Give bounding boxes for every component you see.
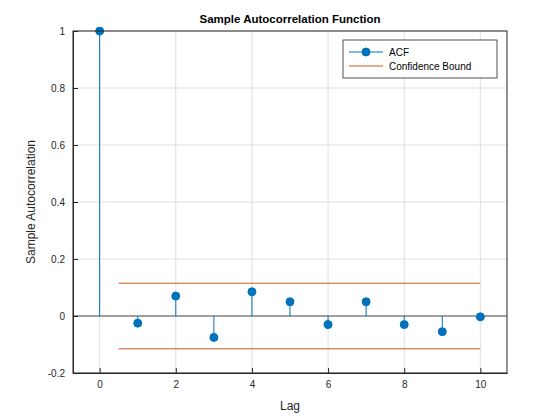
tick-mark bbox=[252, 368, 253, 373]
stem-marker bbox=[400, 321, 408, 329]
x-axis: 0 2 4 6 8 10 bbox=[74, 368, 508, 390]
stem-marker bbox=[362, 298, 370, 306]
plot-frame bbox=[73, 31, 507, 373]
stem-marker bbox=[324, 321, 332, 329]
tick: 0.8 bbox=[51, 83, 78, 94]
legend-marker bbox=[362, 48, 370, 56]
stem-marker bbox=[286, 298, 294, 306]
stem-marker bbox=[172, 292, 180, 300]
y-axis-label: Sample Autocorrelation bbox=[24, 140, 38, 264]
legend-swatch bbox=[349, 66, 383, 67]
confidence-bound-lower bbox=[119, 348, 481, 349]
tick-label: 0.2 bbox=[51, 254, 65, 265]
tick-mark bbox=[73, 259, 78, 260]
tick-mark bbox=[73, 316, 78, 317]
legend: ACF Confidence Bound bbox=[343, 40, 497, 78]
stem-marker bbox=[134, 319, 142, 327]
tick-label: 1 bbox=[59, 26, 65, 37]
tick-label: 8 bbox=[402, 379, 408, 390]
tick-mark bbox=[73, 202, 78, 203]
tick-label: 6 bbox=[326, 379, 332, 390]
tick-mark bbox=[176, 368, 177, 373]
grid bbox=[73, 31, 507, 373]
legend-label: Confidence Bound bbox=[389, 61, 471, 72]
tick-label: 0.6 bbox=[51, 140, 65, 151]
grid-line-y bbox=[73, 259, 507, 260]
tick-mark bbox=[73, 145, 78, 146]
tick: 0.4 bbox=[51, 197, 78, 208]
tick-label: 10 bbox=[475, 379, 487, 390]
legend-label: ACF bbox=[389, 47, 409, 58]
tick-label: 4 bbox=[250, 379, 256, 390]
tick-mark bbox=[480, 368, 481, 373]
stem-marker bbox=[476, 313, 484, 321]
stem bbox=[99, 31, 100, 316]
tick-label: -0.2 bbox=[48, 368, 66, 379]
tick-mark bbox=[328, 368, 329, 373]
x-axis-label: Lag bbox=[280, 399, 300, 413]
stem-marker bbox=[210, 333, 218, 341]
tick-label: 0 bbox=[97, 379, 103, 390]
legend-box bbox=[343, 40, 497, 78]
tick: 0.6 bbox=[51, 140, 78, 151]
tick-mark bbox=[73, 88, 78, 89]
tick-label: 0.4 bbox=[51, 197, 65, 208]
tick: 4 bbox=[250, 368, 256, 390]
tick: 6 bbox=[326, 368, 332, 390]
tick: 0.2 bbox=[51, 254, 78, 265]
plot-background bbox=[73, 31, 507, 373]
tick: 2 bbox=[174, 368, 180, 390]
plot-area: 0 2 4 6 8 10 -0.2 0 0.2 0.4 0.6 0.8 1 bbox=[48, 26, 508, 390]
tick: 8 bbox=[402, 368, 408, 390]
tick-mark bbox=[100, 368, 101, 373]
grid-line-x bbox=[99, 31, 100, 373]
grid-line-y bbox=[73, 145, 507, 146]
grid-line-y bbox=[73, 202, 507, 203]
tick: 0 bbox=[59, 311, 78, 322]
tick: 10 bbox=[475, 368, 487, 390]
title: Sample Autocorrelation Function bbox=[199, 13, 380, 25]
tick-label: 2 bbox=[174, 379, 180, 390]
stem-marker bbox=[438, 328, 446, 336]
stem-marker bbox=[248, 288, 256, 296]
marks bbox=[73, 27, 507, 349]
tick-label: 0.8 bbox=[51, 83, 65, 94]
tick-label: 0 bbox=[59, 311, 65, 322]
tick-mark bbox=[404, 368, 405, 373]
chart: 0 2 4 6 8 10 -0.2 0 0.2 0.4 0.6 0.8 1 Sample Autocorr… bbox=[0, 0, 560, 420]
grid-line-y bbox=[73, 88, 507, 89]
confidence-bound-upper bbox=[119, 283, 481, 284]
tick: 0 bbox=[97, 368, 103, 390]
